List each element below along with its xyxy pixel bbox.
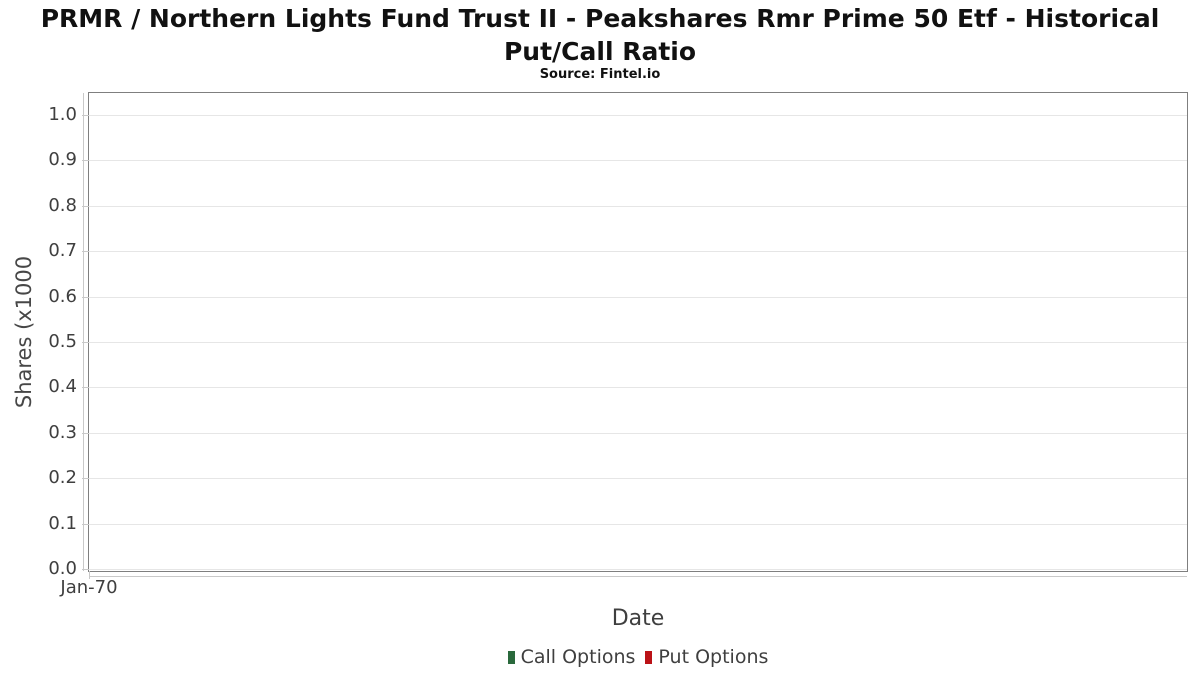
y-gridline — [89, 342, 1187, 343]
y-tick-label: 0.7 — [48, 240, 77, 262]
legend-label: Call Options — [520, 646, 636, 668]
legend-swatch-icon — [507, 650, 515, 664]
x-tick-label: Jan-70 — [60, 577, 118, 598]
y-gridline — [89, 523, 1187, 525]
legend-label: Put Options — [658, 646, 769, 668]
y-gridline — [89, 432, 1187, 434]
y-tick-label: 0.4 — [48, 376, 77, 398]
y-tickmark — [82, 296, 89, 298]
y-tick-label: 0.2 — [48, 467, 77, 489]
chart-title: PRMR / Northern Lights Fund Trust II - P… — [0, 2, 1200, 68]
y-tickmark — [82, 205, 89, 207]
y-gridline — [89, 251, 1187, 253]
legend-item[interactable]: Call Options — [507, 646, 636, 668]
y-axis-line — [83, 93, 84, 571]
y-gridline — [89, 478, 1187, 480]
y-gridline — [89, 296, 1187, 298]
legend-swatch-icon — [645, 650, 653, 664]
x-tickmark — [89, 571, 90, 579]
y-tickmark — [82, 251, 89, 253]
legend: Call Options Put Options — [88, 646, 1188, 668]
chart-title-text: PRMR / Northern Lights Fund Trust II - P… — [40, 4, 1160, 66]
y-tick-label: 0.1 — [48, 512, 77, 534]
y-tickmark — [82, 387, 89, 389]
y-gridline — [89, 387, 1187, 389]
y-tickmark — [82, 523, 89, 525]
x-axis-line — [89, 576, 1187, 577]
plot-area: 0.0 0.1 0.2 0.3 0.4 0.5 0.6 0.7 0.8 0.9 1.0 Jan-70 — [48, 92, 1188, 598]
y-tick-label: 0.8 — [48, 194, 77, 216]
y-tick-label: 1.0 — [48, 104, 77, 125]
chart-subtitle: Source: Fintel.io — [539, 67, 661, 82]
y-gridline — [89, 205, 1187, 207]
y-tickmark — [82, 569, 89, 570]
y-axis-title: Shares (x1000 — [12, 255, 36, 409]
y-tickmark — [82, 432, 89, 434]
y-gridline — [89, 160, 1187, 162]
legend-item[interactable]: Put Options — [645, 646, 768, 668]
y-tick-label: 0.0 — [48, 558, 77, 579]
y-tickmark — [82, 115, 89, 116]
y-tick-label: 0.9 — [48, 149, 77, 171]
y-tickmark — [82, 342, 89, 343]
x-axis-title: Date — [611, 606, 665, 631]
y-tick-label: 0.5 — [48, 331, 77, 352]
y-gridline — [89, 569, 1187, 570]
y-tickmark — [82, 160, 89, 162]
y-tick-label: 0.6 — [48, 285, 77, 307]
y-tick-label: 0.3 — [48, 421, 77, 443]
y-tickmark — [82, 478, 89, 480]
y-gridline — [89, 115, 1187, 116]
